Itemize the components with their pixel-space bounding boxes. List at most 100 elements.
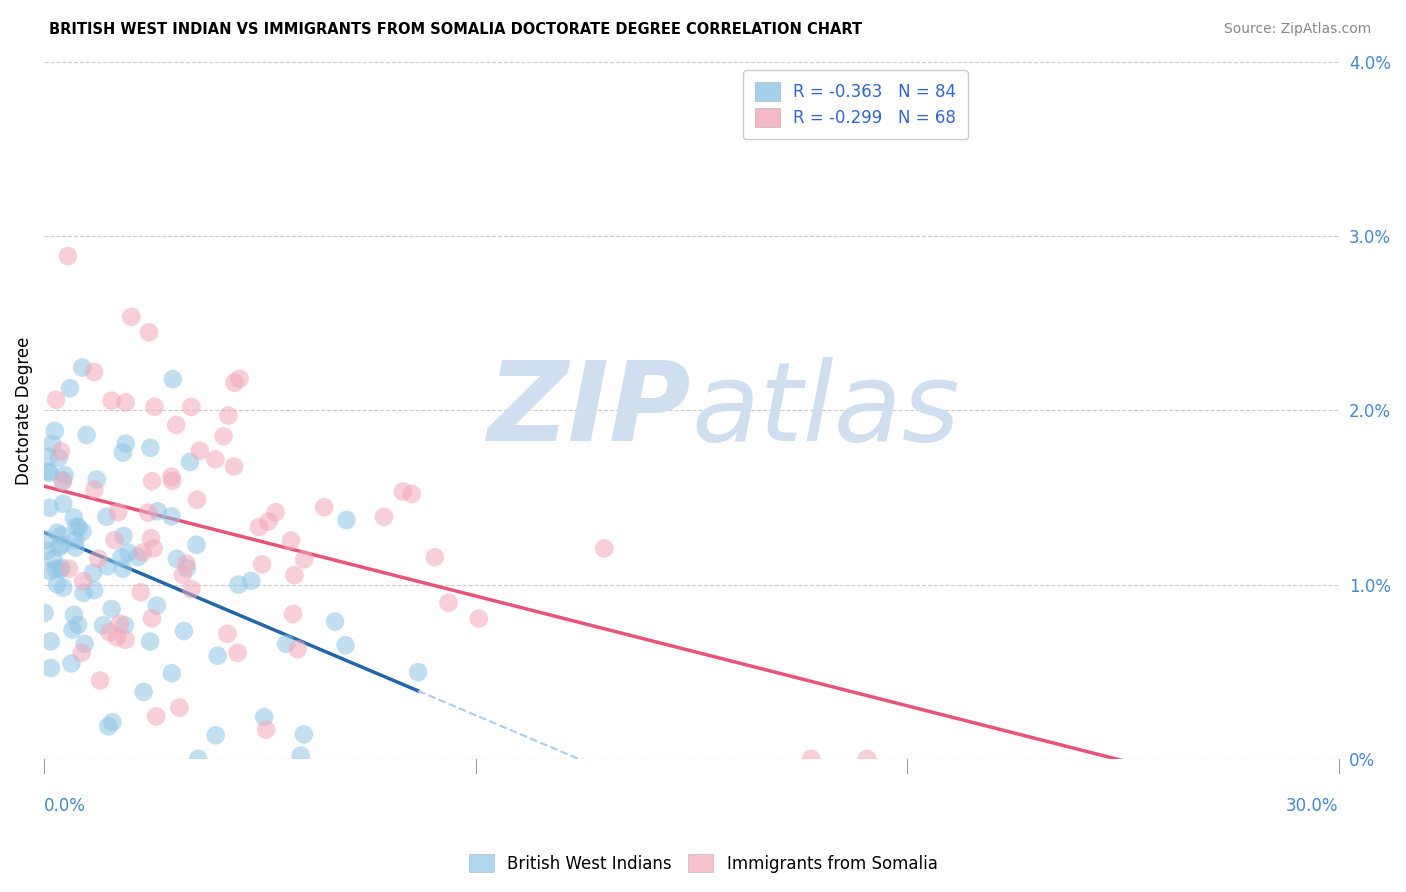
Point <box>176 557 198 571</box>
Point <box>49 444 72 458</box>
Point <box>132 685 155 699</box>
Point <box>141 474 163 488</box>
Point <box>176 561 198 575</box>
Point <box>39 634 62 648</box>
Point <box>139 634 162 648</box>
Point <box>83 483 105 497</box>
Point <box>323 615 346 629</box>
Point <box>49 562 72 576</box>
Point <box>160 509 183 524</box>
Legend: R = -0.363   N = 84, R = -0.299   N = 68: R = -0.363 N = 84, R = -0.299 N = 68 <box>744 70 967 139</box>
Point <box>52 581 75 595</box>
Point <box>146 504 169 518</box>
Point <box>180 400 202 414</box>
Point <box>51 560 73 574</box>
Point <box>226 646 249 660</box>
Text: ZIP: ZIP <box>488 357 692 464</box>
Point <box>142 541 165 556</box>
Point <box>67 520 90 534</box>
Point <box>86 473 108 487</box>
Point <box>250 558 273 572</box>
Point <box>172 567 194 582</box>
Point <box>89 673 111 688</box>
Point <box>468 612 491 626</box>
Point <box>34 606 56 620</box>
Point <box>143 400 166 414</box>
Point <box>44 562 66 576</box>
Point <box>145 709 167 723</box>
Point <box>37 450 59 464</box>
Point <box>37 543 59 558</box>
Point <box>110 550 132 565</box>
Point <box>138 326 160 340</box>
Point <box>111 562 134 576</box>
Point <box>391 484 413 499</box>
Point <box>180 582 202 597</box>
Point <box>290 748 312 763</box>
Point <box>100 393 122 408</box>
Text: BRITISH WEST INDIAN VS IMMIGRANTS FROM SOMALIA DOCTORATE DEGREE CORRELATION CHAR: BRITISH WEST INDIAN VS IMMIGRANTS FROM S… <box>49 22 862 37</box>
Point <box>222 459 245 474</box>
Point <box>217 409 239 423</box>
Point <box>58 562 80 576</box>
Point <box>48 450 70 465</box>
Point <box>423 550 446 565</box>
Point <box>41 436 63 450</box>
Point <box>165 417 187 432</box>
Point <box>98 625 121 640</box>
Point <box>287 642 309 657</box>
Point <box>52 497 75 511</box>
Point <box>314 500 336 515</box>
Point <box>276 637 298 651</box>
Point <box>73 637 96 651</box>
Text: Source: ZipAtlas.com: Source: ZipAtlas.com <box>1223 22 1371 37</box>
Point <box>100 602 122 616</box>
Point <box>67 618 90 632</box>
Point <box>51 538 73 552</box>
Text: atlas: atlas <box>692 357 960 464</box>
Point <box>63 510 86 524</box>
Point <box>96 509 118 524</box>
Point <box>48 541 70 555</box>
Point <box>127 549 149 564</box>
Point <box>160 474 183 488</box>
Point <box>593 541 616 556</box>
Point <box>65 533 87 548</box>
Point <box>45 392 67 407</box>
Point <box>38 466 60 480</box>
Point <box>114 632 136 647</box>
Point <box>228 577 250 591</box>
Point <box>254 723 277 737</box>
Point <box>204 452 226 467</box>
Point <box>76 428 98 442</box>
Point <box>373 509 395 524</box>
Point <box>63 607 86 622</box>
Point <box>292 727 315 741</box>
Point <box>257 515 280 529</box>
Point <box>65 520 87 534</box>
Point <box>114 395 136 409</box>
Point <box>856 752 879 766</box>
Point <box>212 429 235 443</box>
Y-axis label: Doctorate Degree: Doctorate Degree <box>15 336 32 484</box>
Point <box>179 455 201 469</box>
Point <box>131 545 153 559</box>
Text: 0.0%: 0.0% <box>44 797 86 815</box>
Point <box>247 520 270 534</box>
Point <box>112 529 135 543</box>
Point <box>72 586 94 600</box>
Point <box>129 585 152 599</box>
Point <box>166 552 188 566</box>
Point <box>207 648 229 663</box>
Point <box>108 616 131 631</box>
Point <box>103 533 125 548</box>
Point <box>800 752 823 766</box>
Point <box>107 505 129 519</box>
Point <box>401 487 423 501</box>
Point <box>406 665 429 680</box>
Point <box>139 441 162 455</box>
Point <box>204 728 226 742</box>
Point <box>101 715 124 730</box>
Point <box>53 468 76 483</box>
Point <box>335 638 357 652</box>
